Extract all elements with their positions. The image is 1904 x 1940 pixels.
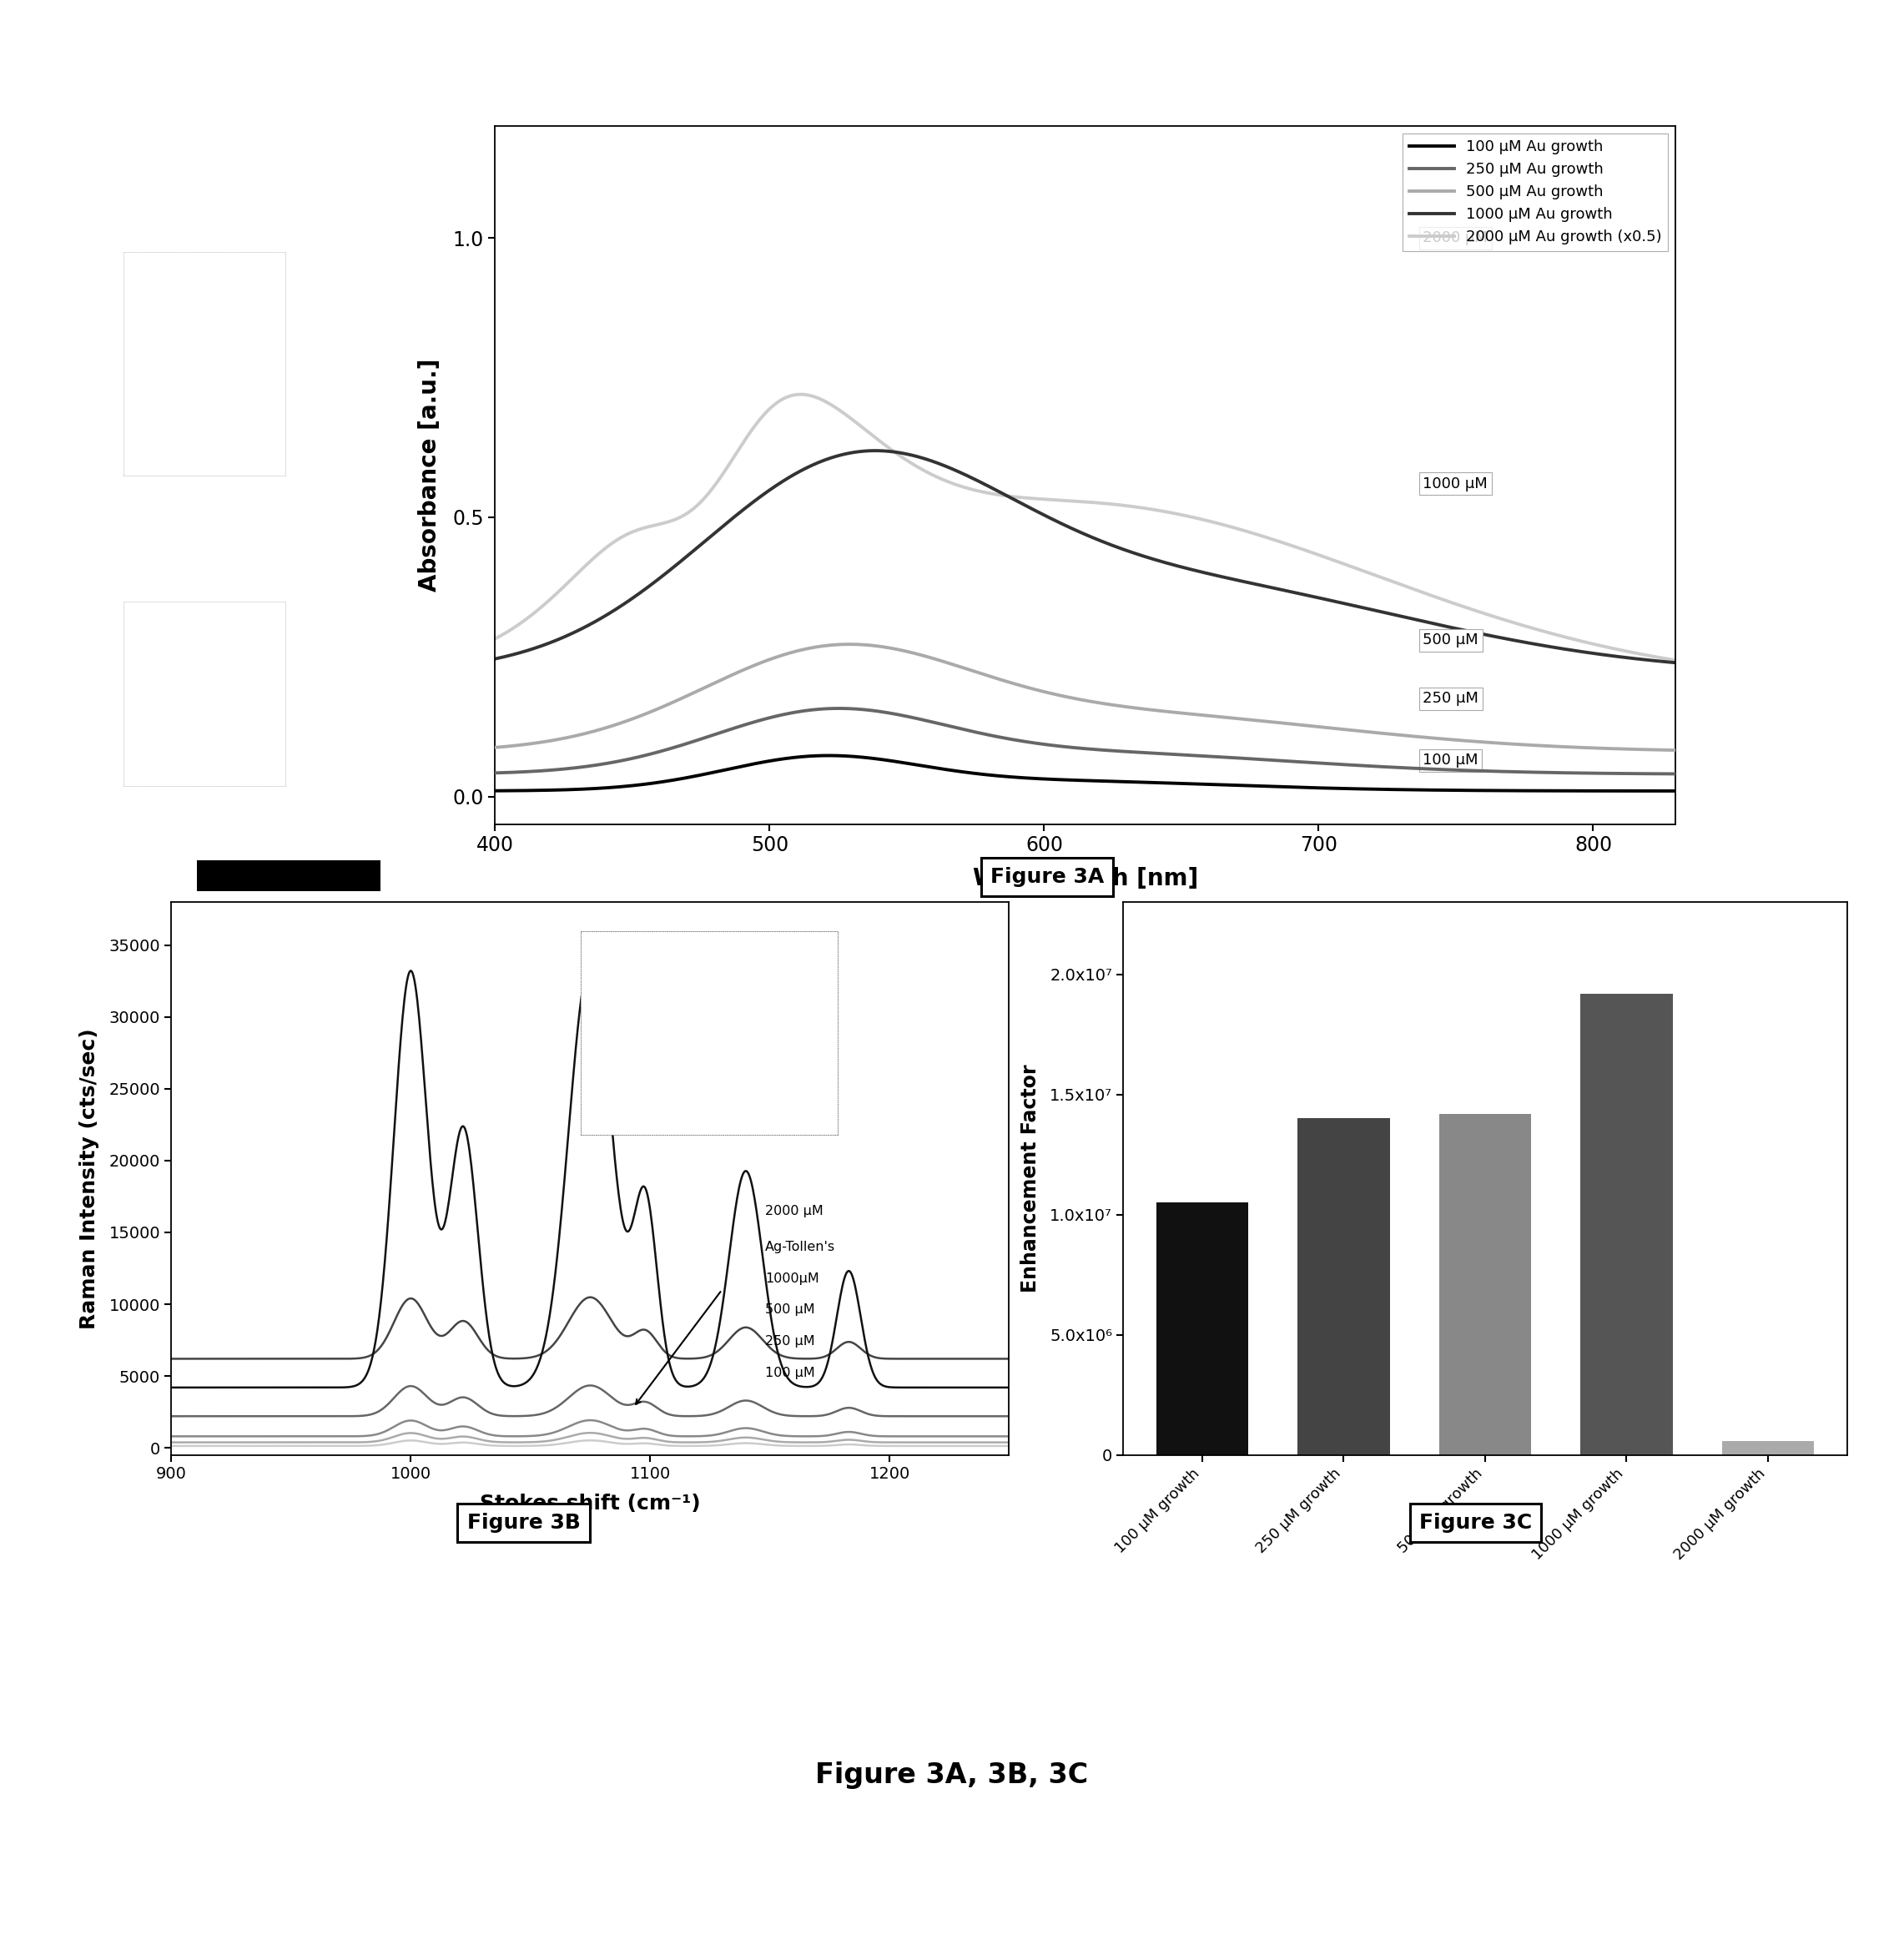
Bar [1439,1114,1531,1455]
Text: Figure 3A: Figure 3A [990,867,1104,887]
Bar [1580,993,1672,1455]
Text: Figure 3C: Figure 3C [1418,1513,1533,1533]
Y-axis label: Raman Intensity (cts/sec): Raman Intensity (cts/sec) [80,1028,99,1329]
Text: Ag-Tollen's: Ag-Tollen's [765,1240,836,1253]
Text: 500 μM: 500 μM [1422,632,1479,648]
Text: 2000 μM: 2000 μM [765,1205,823,1216]
Text: 2000 μM: 2000 μM [1422,231,1487,244]
Text: 250 μM: 250 μM [765,1335,815,1348]
Text: Figure 3A, 3B, 3C: Figure 3A, 3B, 3C [815,1762,1089,1789]
Bar [1156,1203,1249,1455]
Bar [1721,1441,1815,1455]
Bar [196,861,381,890]
X-axis label: Wavelength [nm]: Wavelength [nm] [973,867,1198,890]
X-axis label: Stokes shift (cm⁻¹): Stokes shift (cm⁻¹) [480,1494,701,1513]
Text: Figure 3B: Figure 3B [466,1513,581,1533]
Text: 500 μM: 500 μM [765,1304,815,1315]
Bar [1299,1119,1390,1455]
Text: 250 μM: 250 μM [1422,691,1479,706]
Text: 1000μM: 1000μM [765,1273,819,1284]
Y-axis label: Enhancement Factor: Enhancement Factor [1021,1065,1040,1292]
Y-axis label: Absorbance [a.u.]: Absorbance [a.u.] [417,359,442,592]
Text: 100 μM: 100 μM [765,1368,815,1379]
Text: 100 μM: 100 μM [1422,753,1478,768]
Text: 1000 μM: 1000 μM [1422,475,1487,491]
Legend: 100 μM Au growth, 250 μM Au growth, 500 μM Au growth, 1000 μM Au growth, 2000 μM: 100 μM Au growth, 250 μM Au growth, 500 … [1403,134,1668,250]
